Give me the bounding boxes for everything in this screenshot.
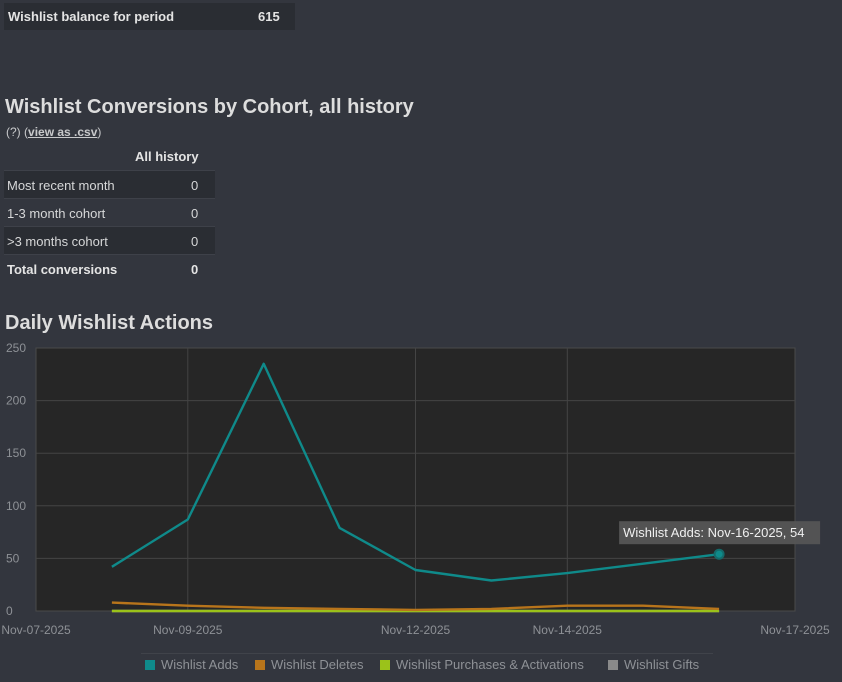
- legend-item-purchases[interactable]: Wishlist Purchases & Activations: [380, 657, 584, 672]
- cohort-section-title: Wishlist Conversions by Cohort, all hist…: [5, 96, 414, 118]
- x-tick-label: Nov-12-2025: [381, 623, 451, 637]
- y-tick-label: 150: [6, 446, 26, 460]
- y-tick-label: 50: [6, 551, 20, 565]
- row-value: 0: [191, 234, 199, 249]
- legend-swatch-adds: [145, 660, 155, 670]
- y-tick-label: 0: [6, 604, 13, 618]
- legend-label: Wishlist Adds: [161, 657, 239, 672]
- series-line-deletes: [111, 601, 720, 612]
- legend-swatch-deletes: [255, 660, 265, 670]
- x-tick-label: Nov-17-2025: [760, 623, 830, 637]
- row-label: Total conversions: [7, 262, 118, 277]
- grid-lines: [36, 348, 795, 611]
- actions-section-title: Daily Wishlist Actions: [5, 312, 214, 334]
- y-tick-label: 250: [6, 341, 26, 355]
- balance-label: Wishlist balance for period: [8, 9, 175, 24]
- y-axis-labels: 0 50 100 150 200 250: [6, 341, 26, 618]
- csv-link[interactable]: view as .csv: [28, 125, 98, 139]
- legend-label: Wishlist Deletes: [271, 657, 364, 672]
- x-axis-labels: Nov-07-2025 Nov-09-2025 Nov-12-2025 Nov-14-…: [1, 623, 830, 637]
- table-row: 1-3 month cohort 0: [4, 198, 215, 226]
- y-tick-label: 200: [6, 394, 26, 408]
- table-row: >3 months cohort 0: [4, 226, 215, 254]
- series-line-adds: [111, 362, 720, 582]
- chart-tooltip: Wishlist Adds: Nov-16-2025, 54: [619, 521, 821, 545]
- y-tick-label: 100: [6, 499, 26, 513]
- legend-label: Wishlist Gifts: [624, 657, 700, 672]
- table-row-total: Total conversions 0: [4, 254, 215, 282]
- legend-item-gifts[interactable]: Wishlist Gifts: [608, 657, 699, 672]
- x-tick-label: Nov-14-2025: [533, 623, 603, 637]
- table-row: Most recent month 0: [4, 170, 215, 198]
- series-lines: [111, 362, 720, 613]
- x-tick-label: Nov-07-2025: [1, 623, 71, 637]
- legend-item-adds[interactable]: Wishlist Adds: [145, 657, 238, 672]
- row-value: 0: [191, 178, 199, 193]
- highlight-point: [713, 548, 725, 560]
- chart-legend: Wishlist Adds Wishlist Deletes Wishlist …: [141, 653, 713, 676]
- cohort-table-header: All history: [4, 142, 215, 170]
- highlight-points: [713, 548, 725, 560]
- tooltip-text: Wishlist Adds: Nov-16-2025, 54: [623, 525, 804, 540]
- row-value: 0: [191, 206, 199, 221]
- legend-label: Wishlist Purchases & Activations: [396, 657, 584, 672]
- legend-swatch-purchases: [380, 660, 390, 670]
- row-label: 1-3 month cohort: [7, 206, 106, 221]
- row-label: >3 months cohort: [7, 234, 108, 249]
- row-value: 0: [191, 262, 199, 277]
- column-header: All history: [135, 149, 199, 164]
- help-icon[interactable]: (?): [6, 125, 21, 139]
- legend-item-deletes[interactable]: Wishlist Deletes: [255, 657, 363, 672]
- legend-swatch-gifts: [608, 660, 618, 670]
- balance-value: 615: [258, 9, 280, 24]
- x-tick-label: Nov-09-2025: [153, 623, 223, 637]
- row-label: Most recent month: [7, 178, 115, 193]
- tooltip-box: [619, 521, 821, 545]
- cohort-help-line: (?) (view as .csv): [6, 125, 102, 139]
- cohort-table: All history Most recent month 0 1-3 mont…: [4, 142, 215, 282]
- balance-table: Wishlist balance for period 615: [4, 3, 295, 30]
